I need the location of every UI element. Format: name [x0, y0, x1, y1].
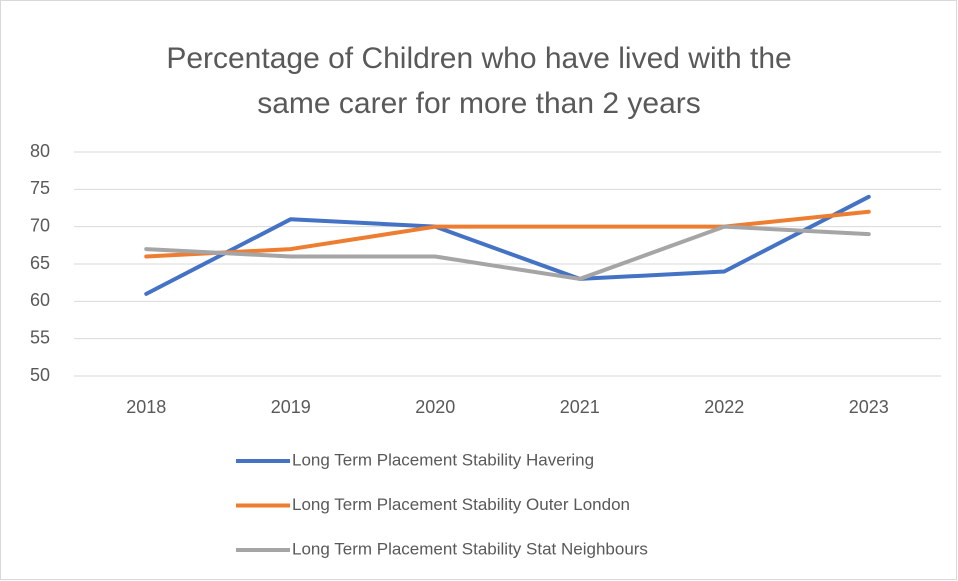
series-line [144, 194, 871, 296]
y-tick-label: 50 [30, 365, 50, 385]
x-tick-label: 2022 [704, 397, 744, 417]
y-tick-label: 70 [30, 215, 50, 235]
x-tick-label: 2018 [126, 397, 166, 417]
y-tick-label: 75 [30, 178, 50, 198]
x-tick-label: 2019 [271, 397, 311, 417]
legend-label: Long Term Placement Stability Havering [292, 450, 594, 469]
x-tick-label: 2023 [849, 397, 889, 417]
chart-title: Percentage of Children who have lived wi… [166, 42, 791, 75]
chart-title: same carer for more than 2 years [257, 87, 701, 120]
x-tick-label: 2020 [415, 397, 455, 417]
x-tick-label: 2021 [560, 397, 600, 417]
legend-label: Long Term Placement Stability Stat Neigh… [292, 539, 648, 558]
legend-label: Long Term Placement Stability Outer Lond… [292, 495, 630, 514]
y-tick-label: 65 [30, 253, 50, 273]
y-tick-label: 80 [30, 141, 50, 161]
series-line [144, 209, 871, 259]
series-line [144, 224, 871, 281]
y-tick-label: 60 [30, 290, 50, 310]
y-tick-label: 55 [30, 327, 50, 347]
